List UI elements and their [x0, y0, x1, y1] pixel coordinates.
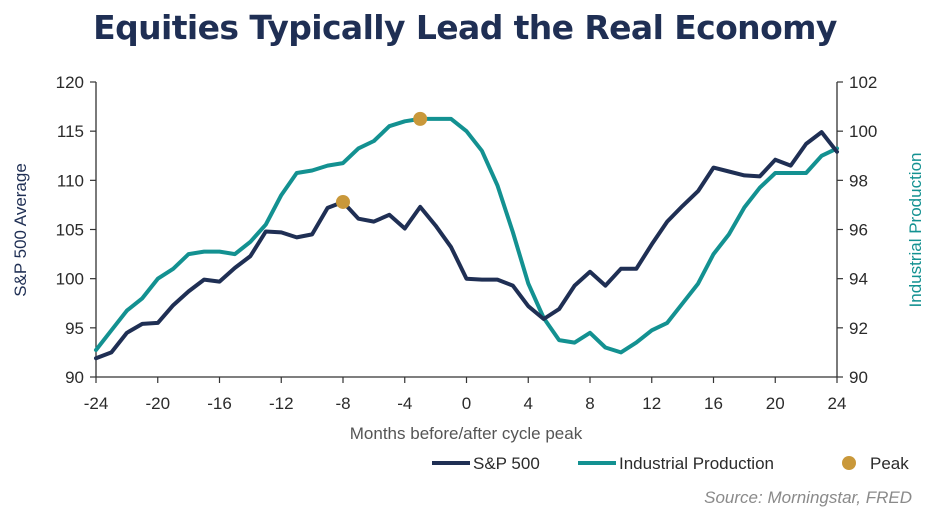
- x-tick-label: -4: [397, 394, 412, 413]
- x-axis-ticks: -24 -20 -16 -12 -8 -4 0 4 8 12 16 20 24: [84, 377, 847, 413]
- right-tick-label: 92: [849, 319, 868, 338]
- sp500-peak-marker: [336, 194, 350, 209]
- right-tick-label: 96: [849, 221, 868, 240]
- legend: S&P 500 Industrial Production Peak: [432, 454, 909, 473]
- industrial-production-peak-marker: [413, 111, 428, 126]
- left-tick-label: 120: [56, 73, 84, 92]
- left-tick-label: 100: [56, 270, 84, 289]
- left-tick-label: 115: [57, 122, 84, 141]
- right-tick-label: 98: [849, 171, 868, 190]
- peak-markers: [336, 111, 428, 209]
- right-tick-label: 102: [849, 73, 877, 92]
- x-tick-label: 12: [642, 394, 661, 413]
- left-tick-label: 110: [57, 171, 84, 190]
- legend-swatch-peak: [842, 456, 856, 470]
- x-tick-label: 24: [828, 394, 847, 413]
- x-tick-label: -12: [269, 394, 294, 413]
- x-tick-label: 0: [462, 394, 471, 413]
- chart-title: Equities Typically Lead the Real Economy: [93, 8, 837, 47]
- sp500-line: [94, 130, 839, 361]
- x-tick-label: 8: [585, 394, 594, 413]
- right-tick-label: 100: [849, 122, 877, 141]
- source-note: Source: Morningstar, FRED: [704, 488, 912, 507]
- x-tick-label: 4: [524, 394, 533, 413]
- right-axis-title: Industrial Production: [906, 153, 925, 308]
- x-tick-label: -16: [207, 394, 232, 413]
- x-tick-label: -20: [145, 394, 170, 413]
- legend-label-peak: Peak: [870, 454, 909, 473]
- x-tick-label: -8: [335, 394, 350, 413]
- left-axis-ticks: 90 95 100 105 110 115 120: [56, 73, 96, 387]
- industrial-production-line: [94, 116, 839, 355]
- left-tick-label: 105: [56, 221, 84, 240]
- right-tick-label: 94: [849, 270, 868, 289]
- x-tick-label: -24: [84, 394, 109, 413]
- series-lines: [94, 116, 839, 361]
- x-tick-label: 20: [766, 394, 785, 413]
- x-axis-title: Months before/after cycle peak: [350, 424, 583, 443]
- legend-label-industrial-production: Industrial Production: [619, 454, 774, 473]
- right-axis-ticks: 90 92 94 96 98 100 102: [837, 73, 877, 387]
- right-tick-label: 90: [849, 368, 868, 387]
- left-tick-label: 90: [65, 368, 84, 387]
- legend-label-sp500: S&P 500: [473, 454, 540, 473]
- left-tick-label: 95: [65, 319, 84, 338]
- x-tick-label: 16: [704, 394, 723, 413]
- left-axis-title: S&P 500 Average: [11, 163, 30, 297]
